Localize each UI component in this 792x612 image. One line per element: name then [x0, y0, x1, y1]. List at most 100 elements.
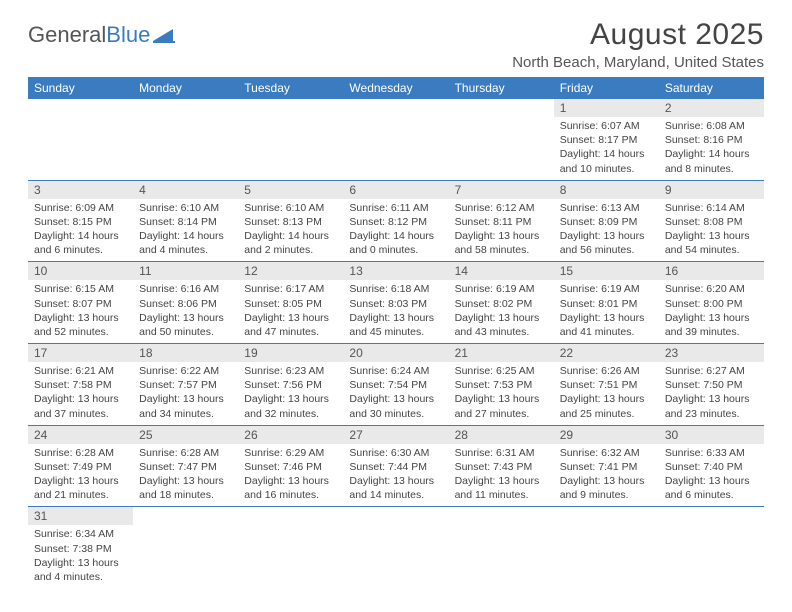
calendar-cell [238, 99, 343, 180]
day-number: 29 [554, 426, 659, 444]
day-number: 8 [554, 181, 659, 199]
day-number: 5 [238, 181, 343, 199]
daylight-text: Daylight: 14 hours and 8 minutes. [665, 147, 758, 175]
day-details: Sunrise: 6:20 AMSunset: 8:00 PMDaylight:… [659, 280, 764, 343]
daylight-text: Daylight: 13 hours and 27 minutes. [455, 392, 548, 420]
daylight-text: Daylight: 13 hours and 32 minutes. [244, 392, 337, 420]
daylight-text: Daylight: 13 hours and 9 minutes. [560, 474, 653, 502]
weekday-header: Thursday [449, 77, 554, 99]
sunset-text: Sunset: 8:16 PM [665, 133, 758, 147]
calendar-cell: 12Sunrise: 6:17 AMSunset: 8:05 PMDayligh… [238, 262, 343, 344]
calendar-cell [133, 507, 238, 588]
calendar-cell: 10Sunrise: 6:15 AMSunset: 8:07 PMDayligh… [28, 262, 133, 344]
sunset-text: Sunset: 8:17 PM [560, 133, 653, 147]
daylight-text: Daylight: 13 hours and 4 minutes. [34, 556, 127, 584]
calendar-cell [659, 507, 764, 588]
sunset-text: Sunset: 7:49 PM [34, 460, 127, 474]
calendar-week-row: 31Sunrise: 6:34 AMSunset: 7:38 PMDayligh… [28, 507, 764, 588]
sunset-text: Sunset: 8:06 PM [139, 297, 232, 311]
calendar-week-row: 3Sunrise: 6:09 AMSunset: 8:15 PMDaylight… [28, 180, 764, 262]
calendar-week-row: 10Sunrise: 6:15 AMSunset: 8:07 PMDayligh… [28, 262, 764, 344]
day-details: Sunrise: 6:34 AMSunset: 7:38 PMDaylight:… [28, 525, 133, 588]
sunrise-text: Sunrise: 6:15 AM [34, 282, 127, 296]
calendar-cell: 17Sunrise: 6:21 AMSunset: 7:58 PMDayligh… [28, 344, 133, 426]
sunrise-text: Sunrise: 6:32 AM [560, 446, 653, 460]
day-number: 22 [554, 344, 659, 362]
day-details: Sunrise: 6:31 AMSunset: 7:43 PMDaylight:… [449, 444, 554, 507]
sunrise-text: Sunrise: 6:28 AM [34, 446, 127, 460]
calendar-cell: 23Sunrise: 6:27 AMSunset: 7:50 PMDayligh… [659, 344, 764, 426]
weekday-header: Saturday [659, 77, 764, 99]
day-number: 2 [659, 99, 764, 117]
day-number: 26 [238, 426, 343, 444]
sunset-text: Sunset: 8:09 PM [560, 215, 653, 229]
day-details: Sunrise: 6:13 AMSunset: 8:09 PMDaylight:… [554, 199, 659, 262]
day-details: Sunrise: 6:19 AMSunset: 8:01 PMDaylight:… [554, 280, 659, 343]
sunrise-text: Sunrise: 6:19 AM [560, 282, 653, 296]
day-details: Sunrise: 6:21 AMSunset: 7:58 PMDaylight:… [28, 362, 133, 425]
title-block: August 2025 North Beach, Maryland, Unite… [512, 18, 764, 71]
daylight-text: Daylight: 13 hours and 30 minutes. [349, 392, 442, 420]
calendar-cell: 11Sunrise: 6:16 AMSunset: 8:06 PMDayligh… [133, 262, 238, 344]
daylight-text: Daylight: 13 hours and 23 minutes. [665, 392, 758, 420]
daylight-text: Daylight: 13 hours and 6 minutes. [665, 474, 758, 502]
calendar-week-row: 24Sunrise: 6:28 AMSunset: 7:49 PMDayligh… [28, 425, 764, 507]
weekday-header-row: Sunday Monday Tuesday Wednesday Thursday… [28, 77, 764, 99]
calendar-cell: 29 Sunrise: 6:32 AMSunset: 7:41 PMDayligh… [554, 425, 659, 507]
calendar-cell: 25Sunrise: 6:28 AMSunset: 7:47 PMDayligh… [133, 425, 238, 507]
day-details: Sunrise: 6:17 AMSunset: 8:05 PMDaylight:… [238, 280, 343, 343]
sunset-text: Sunset: 8:14 PM [139, 215, 232, 229]
sunrise-text: Sunrise: 6:21 AM [34, 364, 127, 378]
daylight-text: Daylight: 14 hours and 10 minutes. [560, 147, 653, 175]
day-number: 31 [28, 507, 133, 525]
sunrise-text: Sunrise: 6:28 AM [139, 446, 232, 460]
day-number: 1 [554, 99, 659, 117]
calendar-cell: 30Sunrise: 6:33 AMSunset: 7:40 PMDayligh… [659, 425, 764, 507]
calendar-cell [554, 507, 659, 588]
sunrise-text: Sunrise: 6:19 AM [455, 282, 548, 296]
daylight-text: Daylight: 13 hours and 43 minutes. [455, 311, 548, 339]
day-number: 21 [449, 344, 554, 362]
logo-text-2: Blue [106, 22, 150, 48]
sunset-text: Sunset: 7:41 PM [560, 460, 653, 474]
weekday-header: Tuesday [238, 77, 343, 99]
sunset-text: Sunset: 8:13 PM [244, 215, 337, 229]
calendar-table: Sunday Monday Tuesday Wednesday Thursday… [28, 77, 764, 588]
sunrise-text: Sunrise: 6:25 AM [455, 364, 548, 378]
calendar-cell: 8Sunrise: 6:13 AMSunset: 8:09 PMDaylight… [554, 180, 659, 262]
sunset-text: Sunset: 8:07 PM [34, 297, 127, 311]
daylight-text: Daylight: 13 hours and 56 minutes. [560, 229, 653, 257]
calendar-cell: 24Sunrise: 6:28 AMSunset: 7:49 PMDayligh… [28, 425, 133, 507]
sunset-text: Sunset: 8:02 PM [455, 297, 548, 311]
day-details: Sunrise: 6:29 AMSunset: 7:46 PMDaylight:… [238, 444, 343, 507]
sunset-text: Sunset: 7:54 PM [349, 378, 442, 392]
day-details: Sunrise: 6:19 AMSunset: 8:02 PMDaylight:… [449, 280, 554, 343]
calendar-cell: 13Sunrise: 6:18 AMSunset: 8:03 PMDayligh… [343, 262, 448, 344]
sunrise-text: Sunrise: 6:22 AM [139, 364, 232, 378]
day-details: Sunrise: 6:30 AMSunset: 7:44 PMDaylight:… [343, 444, 448, 507]
sunrise-text: Sunrise: 6:27 AM [665, 364, 758, 378]
calendar-cell: 18Sunrise: 6:22 AMSunset: 7:57 PMDayligh… [133, 344, 238, 426]
sunset-text: Sunset: 7:56 PM [244, 378, 337, 392]
day-number: 20 [343, 344, 448, 362]
sunset-text: Sunset: 8:12 PM [349, 215, 442, 229]
day-details: Sunrise: 6:33 AMSunset: 7:40 PMDaylight:… [659, 444, 764, 507]
sunrise-text: Sunrise: 6:31 AM [455, 446, 548, 460]
daylight-text: Daylight: 14 hours and 4 minutes. [139, 229, 232, 257]
calendar-cell: 31Sunrise: 6:34 AMSunset: 7:38 PMDayligh… [28, 507, 133, 588]
page-title: August 2025 [512, 18, 764, 52]
calendar-cell: 22Sunrise: 6:26 AMSunset: 7:51 PMDayligh… [554, 344, 659, 426]
day-details: Sunrise: 6:08 AMSunset: 8:16 PMDaylight:… [659, 117, 764, 180]
day-number: 16 [659, 262, 764, 280]
sunset-text: Sunset: 7:40 PM [665, 460, 758, 474]
daylight-text: Daylight: 13 hours and 58 minutes. [455, 229, 548, 257]
calendar-cell [238, 507, 343, 588]
sunrise-text: Sunrise: 6:16 AM [139, 282, 232, 296]
day-number: 19 [238, 344, 343, 362]
sunrise-text: Sunrise: 6:07 AM [560, 119, 653, 133]
daylight-text: Daylight: 13 hours and 11 minutes. [455, 474, 548, 502]
sunset-text: Sunset: 7:53 PM [455, 378, 548, 392]
calendar-cell: 2Sunrise: 6:08 AMSunset: 8:16 PMDaylight… [659, 99, 764, 180]
daylight-text: Daylight: 13 hours and 39 minutes. [665, 311, 758, 339]
sunrise-text: Sunrise: 6:13 AM [560, 201, 653, 215]
